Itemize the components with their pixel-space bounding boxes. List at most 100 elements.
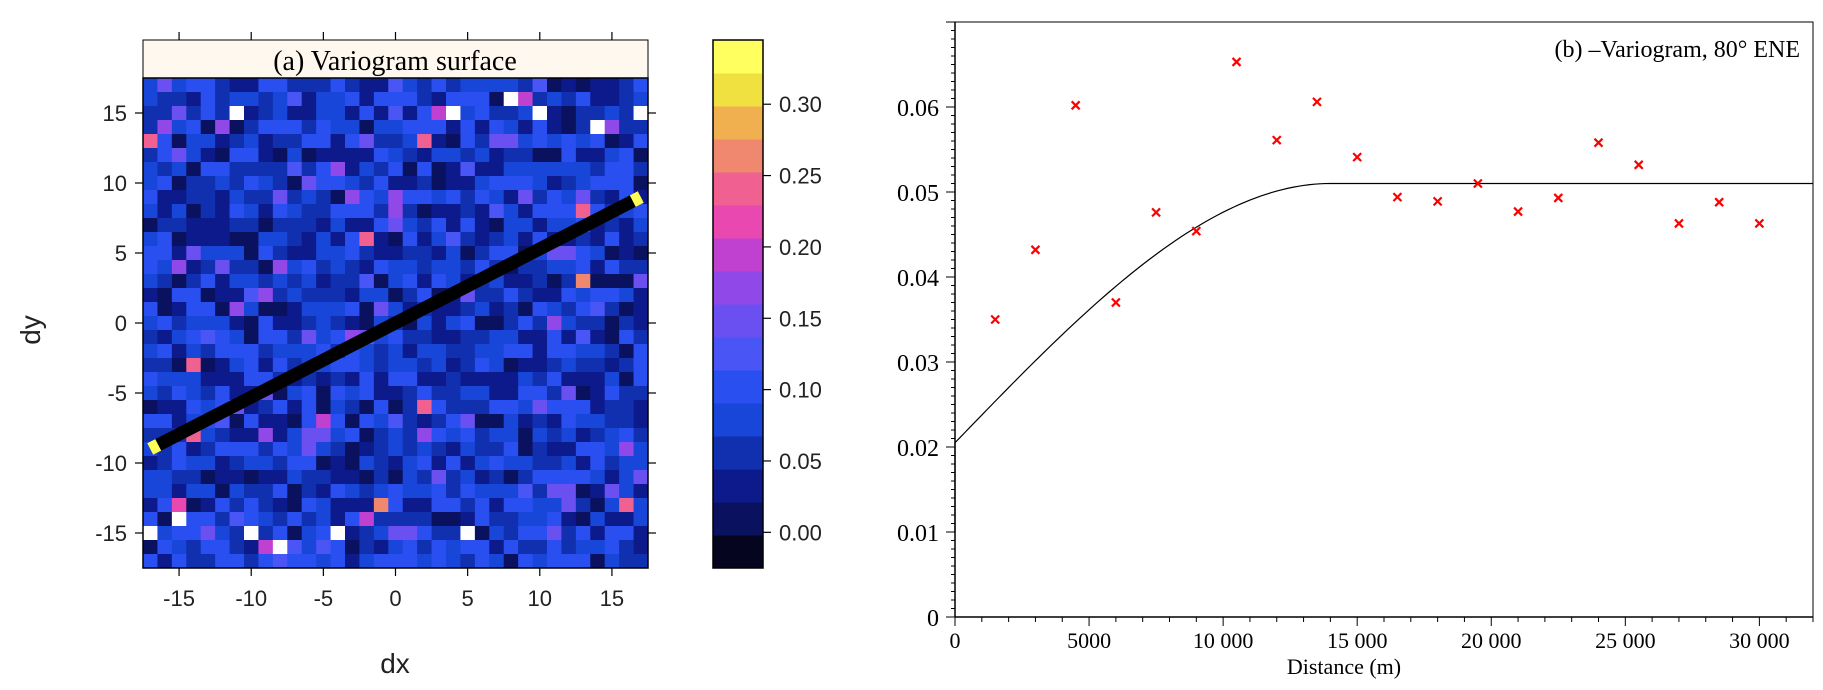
heatmap-cell [503, 372, 519, 387]
heatmap-cell [604, 386, 620, 401]
heatmap-cell [157, 246, 173, 261]
heatmap-cell [633, 232, 649, 247]
heatmap-cell [316, 232, 331, 247]
heatmap-cell [633, 78, 649, 93]
heatmap-cell [633, 428, 649, 443]
heatmap-cell [316, 526, 331, 541]
heatmap-cell [503, 554, 519, 569]
heatmap-cell [489, 330, 505, 345]
experimental-variogram-points [990, 57, 1765, 325]
heatmap-cell [575, 358, 591, 373]
variogram-y-tick-label: 0.04 [897, 266, 939, 292]
heatmap-cell [345, 554, 360, 569]
heatmap-cell [431, 442, 447, 457]
heatmap-cell [431, 274, 447, 289]
heatmap-cell [633, 246, 649, 261]
heatmap-cell [215, 106, 230, 121]
heatmap-cell [431, 428, 447, 443]
heatmap-cell [215, 204, 230, 219]
heatmap-cell [460, 176, 476, 191]
heatmap-cell [431, 526, 447, 541]
heatmap-cell [301, 470, 317, 485]
heatmap-cell [489, 134, 505, 149]
heatmap-cell [143, 358, 158, 373]
heatmap-cell [215, 386, 230, 401]
heatmap-cell [633, 372, 649, 387]
heatmap-cell [316, 414, 331, 429]
colorbar-tick-label: 0.00 [779, 520, 822, 545]
heatmap-cell [474, 386, 490, 401]
heatmap-cell [171, 148, 187, 163]
heatmap-cell [575, 344, 591, 359]
direction-line-end-cap [629, 191, 644, 207]
heatmap-cell [431, 512, 447, 527]
heatmap-cell [373, 134, 389, 149]
heatmap-cell [186, 456, 202, 471]
heatmap-cell [518, 428, 533, 443]
heatmap-cell [503, 358, 519, 373]
heatmap-cell [143, 470, 158, 485]
heatmap-cell [287, 106, 303, 121]
heatmap-cell [417, 176, 432, 191]
heatmap-cell [460, 260, 476, 275]
heatmap-cell [244, 106, 259, 121]
heatmap-cell [359, 134, 375, 149]
heatmap-cell [287, 218, 303, 233]
heatmap-cell [345, 456, 360, 471]
heatmap-cell [619, 526, 634, 541]
heatmap-cell [619, 218, 634, 233]
heatmap-cell [186, 260, 202, 275]
heatmap-cell [417, 540, 432, 555]
heatmap-cell [388, 176, 404, 191]
heatmap-cell [417, 358, 432, 373]
heatmap-cell [532, 274, 548, 289]
heatmap-cell [431, 484, 447, 499]
heatmap-cell [316, 512, 331, 527]
heatmap-cell [171, 190, 187, 205]
heatmap-cell [619, 540, 634, 555]
heatmap-cell [431, 470, 447, 485]
heatmap-cell [590, 316, 606, 331]
heatmap-cell [200, 442, 216, 457]
heatmap-cell [619, 176, 634, 191]
heatmap-cell [561, 498, 577, 513]
heatmap-cell [287, 414, 303, 429]
heatmap-cell [345, 246, 360, 261]
heatmap-cell [460, 512, 476, 527]
heatmap-cell [633, 358, 649, 373]
heatmap-cell [272, 540, 288, 555]
heatmap-cell [446, 162, 461, 177]
heatmap-cell [330, 470, 346, 485]
heatmap-cell [258, 162, 274, 177]
heatmap-cell [301, 540, 317, 555]
heatmap-cell [561, 246, 577, 261]
heatmap-cell [619, 106, 634, 121]
heatmap-cell [518, 526, 533, 541]
heatmap-cell [619, 92, 634, 107]
heatmap-cell [388, 218, 404, 233]
heatmap-cell [474, 512, 490, 527]
heatmap-cell [373, 470, 389, 485]
variogram-point [1191, 226, 1202, 236]
heatmap-cell [186, 358, 202, 373]
heatmap-cell [474, 470, 490, 485]
heatmap-cell [575, 372, 591, 387]
directional-variogram-panel: 0 0.01 0.02 0.03 0.04 0.05 0.06 0 5000 10 000 15 … [897, 21, 1814, 679]
colorbar-level [713, 370, 763, 404]
heatmap-cell [460, 554, 476, 569]
variogram-x-tick-label: 0 [950, 628, 961, 653]
heatmap-cell [157, 400, 173, 415]
heatmap-cell [590, 148, 606, 163]
heatmap-cell [143, 274, 158, 289]
heatmap-cell [604, 148, 620, 163]
heatmap-cell [171, 414, 187, 429]
surface-y-tick-label: -15 [95, 521, 127, 546]
surface-y-label: dy [15, 315, 46, 345]
variogram-x-tick-label: 15 000 [1327, 628, 1388, 653]
heatmap-cell [215, 288, 230, 303]
heatmap-cell [575, 526, 591, 541]
heatmap-cell [272, 78, 288, 93]
heatmap-cell [200, 470, 216, 485]
heatmap-cell [229, 498, 245, 513]
heatmap-cell [417, 204, 432, 219]
